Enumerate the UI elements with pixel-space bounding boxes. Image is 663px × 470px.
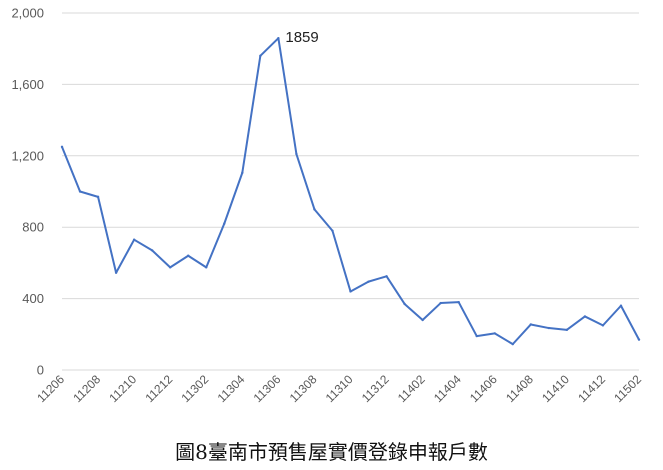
x-tick-label: 11212 bbox=[142, 372, 175, 405]
x-tick-label: 11412 bbox=[575, 372, 608, 405]
data-point bbox=[367, 280, 370, 283]
data-point bbox=[637, 338, 641, 341]
y-tick-label: 800 bbox=[22, 220, 44, 235]
x-tick-label: 11310 bbox=[323, 372, 356, 405]
y-tick-label: 1,600 bbox=[11, 77, 44, 92]
y-tick-label: 0 bbox=[37, 363, 44, 378]
x-tick-label: 11308 bbox=[287, 372, 320, 405]
data-point bbox=[457, 300, 460, 304]
data-point bbox=[403, 302, 406, 306]
data-point bbox=[493, 332, 496, 335]
data-labels: 1859 bbox=[285, 29, 318, 46]
data-point bbox=[385, 275, 388, 278]
data-point bbox=[277, 36, 280, 40]
x-tick-label: 11210 bbox=[106, 372, 139, 405]
x-tick-label: 11208 bbox=[70, 372, 103, 405]
data-label: 1859 bbox=[285, 29, 318, 46]
x-tick-label: 11402 bbox=[395, 372, 428, 405]
data-point bbox=[601, 324, 605, 327]
data-point bbox=[241, 171, 244, 174]
line-chart: 0 400 800 1,200 1,600 2,000 11206 11208 11210 11… bbox=[11, 6, 644, 406]
x-tick-label: 11306 bbox=[251, 372, 284, 405]
data-point bbox=[150, 249, 154, 252]
x-tick-label: 11312 bbox=[359, 372, 392, 405]
data-point bbox=[259, 54, 262, 58]
x-tick-label: 11404 bbox=[431, 372, 464, 405]
data-point bbox=[511, 342, 514, 346]
data-point bbox=[114, 271, 118, 274]
chart-caption: 圖8臺南市預售屋實價登錄申報戶數 bbox=[175, 440, 488, 464]
data-point bbox=[565, 328, 569, 332]
data-point bbox=[96, 195, 100, 199]
series-line bbox=[60, 36, 641, 346]
data-point bbox=[223, 222, 226, 225]
data-point bbox=[205, 266, 208, 269]
data-point bbox=[295, 152, 298, 156]
y-axis-ticks: 0 400 800 1,200 1,600 2,000 bbox=[11, 6, 44, 378]
y-tick-label: 2,000 bbox=[11, 6, 44, 21]
data-point bbox=[331, 229, 334, 232]
data-point bbox=[529, 323, 533, 326]
gridlines bbox=[62, 12, 639, 371]
x-axis-ticks: 11206 11208 11210 11212 11302 11304 11306 11308… bbox=[34, 372, 644, 405]
x-tick-label: 11302 bbox=[179, 372, 212, 405]
x-tick-label: 11410 bbox=[539, 372, 572, 405]
data-point bbox=[619, 304, 623, 307]
data-point bbox=[132, 238, 136, 241]
data-point bbox=[60, 145, 64, 149]
data-point bbox=[78, 190, 82, 193]
data-point bbox=[439, 301, 442, 305]
data-point bbox=[421, 318, 424, 322]
x-tick-label: 11304 bbox=[215, 372, 248, 405]
x-tick-label: 11406 bbox=[467, 372, 500, 405]
data-point bbox=[349, 290, 352, 293]
data-point bbox=[547, 326, 551, 330]
data-point bbox=[475, 334, 478, 338]
y-tick-label: 1,200 bbox=[11, 148, 44, 163]
data-point bbox=[583, 315, 587, 318]
x-tick-label: 11408 bbox=[503, 372, 536, 405]
data-point bbox=[168, 266, 172, 269]
x-tick-label: 11502 bbox=[611, 372, 644, 405]
data-point bbox=[187, 254, 190, 257]
y-tick-label: 400 bbox=[22, 291, 44, 306]
data-point bbox=[313, 208, 316, 211]
